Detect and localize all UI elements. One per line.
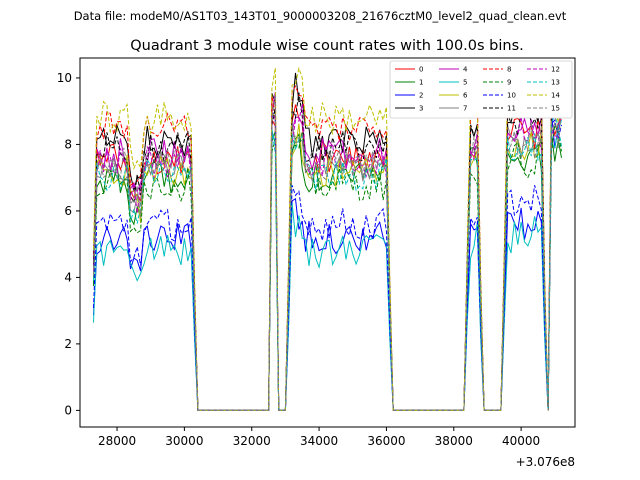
plot-frame: [79, 57, 576, 428]
x-tick-label: 28000: [98, 434, 136, 448]
y-tick-label: 0: [64, 403, 72, 417]
axis-layer: 28000 30000 32000 34000 36000 38000 40000 0 2 4 6 8…: [57, 71, 540, 448]
legend-label-13: 13: [551, 79, 560, 87]
legend-label-5: 5: [463, 79, 467, 87]
series-layer: [93, 64, 562, 411]
legend-label-6: 6: [463, 92, 468, 100]
x-tick-label: 32000: [233, 434, 271, 448]
x-tick-label: 30000: [165, 434, 203, 448]
legend-label-8: 8: [507, 66, 511, 74]
y-tick-label: 8: [64, 137, 72, 151]
y-tick-label: 2: [64, 337, 72, 351]
legend-label-10: 10: [507, 92, 516, 100]
legend-label-12: 12: [551, 66, 560, 74]
legend-label-2: 2: [419, 92, 423, 100]
legend-label-3: 3: [419, 105, 423, 113]
series-line-13: [93, 112, 562, 411]
x-tick-label: 34000: [300, 434, 338, 448]
x-offset-label: +3.076e8: [516, 455, 575, 469]
y-tick-label: 6: [64, 204, 72, 218]
legend-label-15: 15: [551, 105, 560, 113]
legend-label-9: 9: [507, 79, 511, 87]
series-line-15: [93, 94, 562, 411]
legend-label-1: 1: [419, 79, 423, 87]
chart-title: Quadrant 3 module wise count rates with …: [130, 38, 524, 54]
y-tick-label: 4: [64, 270, 72, 284]
x-tick-label: 40000: [502, 434, 540, 448]
series-line-11: [93, 82, 562, 411]
series-line-14: [93, 64, 562, 411]
legend-label-14: 14: [551, 92, 560, 100]
y-tick-label: 10: [57, 71, 72, 85]
x-tick-label: 36000: [367, 434, 405, 448]
legend-label-4: 4: [463, 66, 468, 74]
x-tick-label: 38000: [435, 434, 473, 448]
legend-label-7: 7: [463, 105, 467, 113]
legend-label-11: 11: [507, 105, 516, 113]
legend-label-0: 0: [419, 66, 423, 74]
chart-suptitle: Data file: modeM0/AS1T03_143T01_90000032…: [74, 9, 567, 23]
legend-box: [389, 60, 573, 119]
